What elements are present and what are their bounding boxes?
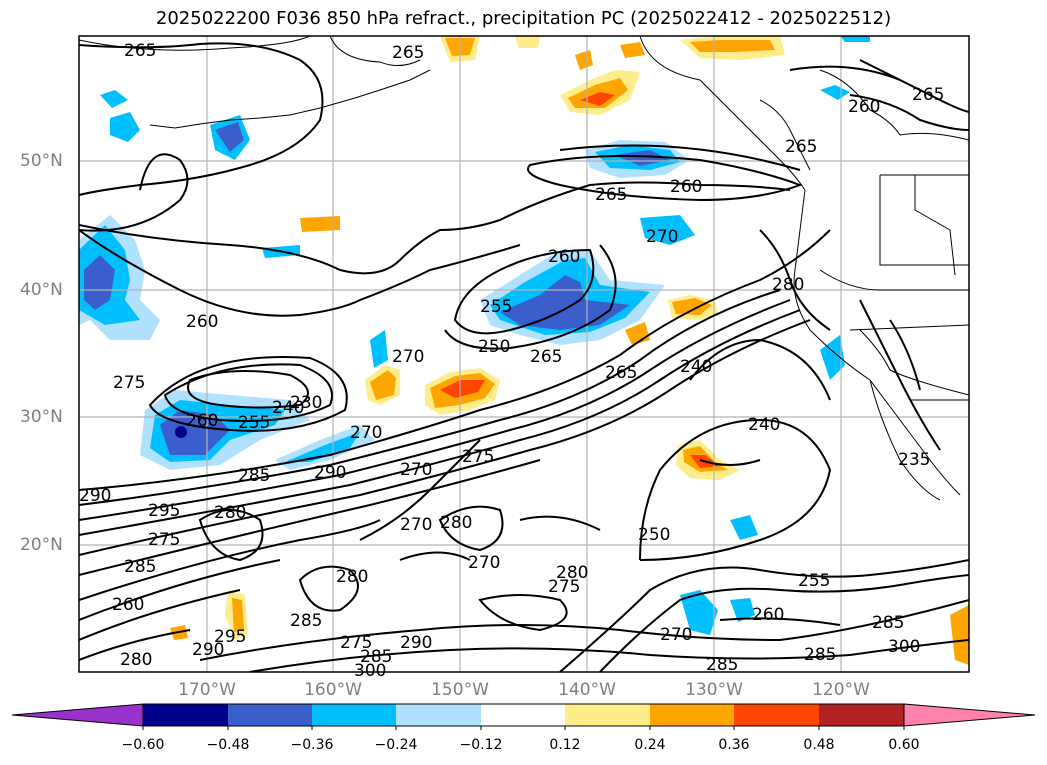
contour-label: 240 <box>680 357 712 377</box>
contour-label: 250 <box>478 337 510 357</box>
colorbar-segment <box>312 704 397 726</box>
contour-label: 295 <box>214 627 246 647</box>
map-frame <box>78 35 970 673</box>
contour-label: 265 <box>605 363 637 383</box>
colorbar-segment <box>819 704 904 726</box>
contour-label: 265 <box>595 185 627 205</box>
contour-label: 280 <box>120 650 152 670</box>
colorbar <box>11 703 1036 730</box>
contour-label: 265 <box>392 43 424 63</box>
contour-label: 280 <box>214 503 246 523</box>
contour-label: 265 <box>530 347 562 367</box>
contour-label: 275 <box>113 373 145 393</box>
contour-label: 270 <box>468 553 500 573</box>
lon-label: 140°W <box>558 680 616 700</box>
contour-label: 280 <box>336 567 368 587</box>
contour-label: 265 <box>912 85 944 105</box>
contour-label: 255 <box>798 571 830 591</box>
contour-label: 270 <box>392 347 424 367</box>
contour-label: 275 <box>548 577 580 597</box>
lon-label: 130°W <box>685 680 743 700</box>
contour-label: 270 <box>400 515 432 535</box>
contour-label: 230 <box>290 393 322 413</box>
colorbar-tick-label: 0.60 <box>888 737 920 753</box>
colorbar-tick-label: −0.36 <box>290 737 334 753</box>
contour-label: 255 <box>480 297 512 317</box>
contour-label: 255 <box>238 413 270 433</box>
colorbar-tick-label: 0.24 <box>634 737 666 753</box>
contour-label: 260 <box>186 411 218 431</box>
contour-label: 300 <box>888 637 920 657</box>
colorbar-extend-low <box>11 703 144 727</box>
colorbar-segment <box>396 704 481 726</box>
contour-label: 260 <box>186 312 218 332</box>
contour-label: 280 <box>440 513 472 533</box>
contour-label: 265 <box>124 41 156 61</box>
contour-label: 270 <box>646 227 678 247</box>
contour-label-group: 265 265 260 265 265 260 265 270 280 260 … <box>79 41 944 681</box>
contour-label: 260 <box>112 595 144 615</box>
contour-label: 240 <box>748 415 780 435</box>
lon-label: 120°W <box>812 680 870 700</box>
contour-label: 300 <box>354 661 386 681</box>
colorbar-tick-label: 0.36 <box>718 737 750 753</box>
contour-label: 270 <box>350 423 382 443</box>
contour-label: 285 <box>124 557 156 577</box>
contour-label: 260 <box>752 605 784 625</box>
lon-label: 160°W <box>304 680 362 700</box>
lon-label: 170°W <box>178 680 236 700</box>
contour-label: 265 <box>785 137 817 157</box>
contour-label: 290 <box>79 486 111 506</box>
colorbar-tick-label: −0.60 <box>121 737 165 753</box>
colorbar-extend-high <box>903 703 1036 727</box>
map-title: 2025022200 F036 850 hPa refract., precip… <box>155 8 892 29</box>
contour-label: 285 <box>804 645 836 665</box>
graticule <box>79 36 969 672</box>
contour-label: 235 <box>898 450 930 470</box>
contour-label: 280 <box>556 563 588 583</box>
colorbar-tick-label: −0.24 <box>374 737 418 753</box>
colorbar-segment <box>481 704 566 726</box>
contour-label: 295 <box>148 501 180 521</box>
colorbar-segment <box>228 704 313 726</box>
contour-label: 260 <box>548 247 580 267</box>
precip-patches <box>79 36 969 665</box>
contour-label: 270 <box>400 460 432 480</box>
colorbar-tick-label: −0.48 <box>206 737 250 753</box>
colorbar-segment <box>650 704 735 726</box>
contour-label: 285 <box>360 647 392 667</box>
colorbar-tick-label: 0.12 <box>549 737 581 753</box>
contour-label: 285 <box>238 466 270 486</box>
colorbar-segment <box>565 704 650 726</box>
contour-label: 275 <box>148 530 180 550</box>
contour-label: 275 <box>462 447 494 467</box>
colorbar-tick-label: −0.12 <box>459 737 503 753</box>
lat-label: 20°N <box>20 535 63 555</box>
contour-label: 290 <box>192 640 224 660</box>
contour-label: 290 <box>400 633 432 653</box>
contour-label: 280 <box>772 275 804 295</box>
lat-label: 30°N <box>20 407 63 427</box>
contour-label: 285 <box>290 611 322 631</box>
contour-label: 285 <box>706 655 738 675</box>
lat-label: 50°N <box>20 151 63 171</box>
colorbar-segment <box>143 704 228 726</box>
colorbar-tick-label: 0.48 <box>803 737 835 753</box>
contour-label: 270 <box>660 625 692 645</box>
lat-label: 40°N <box>20 280 63 300</box>
contour-label: 285 <box>872 613 904 633</box>
lon-label: 150°W <box>431 680 489 700</box>
contour-label: 275 <box>340 633 372 653</box>
contour-label: 260 <box>670 177 702 197</box>
contour-label: 250 <box>638 525 670 545</box>
refractivity-contours <box>79 42 969 672</box>
colorbar-segment <box>734 704 819 726</box>
contour-label: 290 <box>314 463 346 483</box>
contour-label: 240 <box>272 398 304 418</box>
contour-label: 260 <box>848 97 880 117</box>
